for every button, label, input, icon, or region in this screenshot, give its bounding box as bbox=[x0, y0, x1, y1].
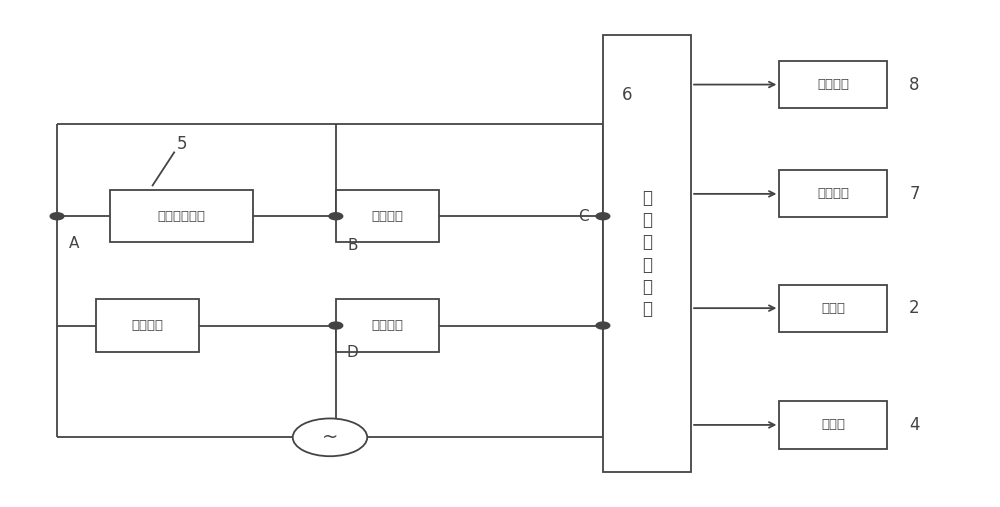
Text: 5: 5 bbox=[176, 135, 187, 153]
Text: D: D bbox=[347, 345, 358, 360]
Bar bbox=[779, 170, 887, 218]
Text: B: B bbox=[347, 238, 358, 252]
Circle shape bbox=[596, 322, 610, 329]
Text: 潜水泵: 潜水泵 bbox=[821, 302, 845, 315]
Text: 6: 6 bbox=[622, 86, 633, 103]
Bar bbox=[110, 190, 253, 242]
Circle shape bbox=[293, 418, 367, 456]
Text: 电磁阀: 电磁阀 bbox=[821, 418, 845, 431]
Circle shape bbox=[329, 322, 343, 329]
Text: 标准电阻: 标准电阻 bbox=[131, 319, 163, 332]
Text: 加热装置: 加热装置 bbox=[817, 78, 849, 91]
Text: 标准电阻: 标准电阻 bbox=[371, 319, 403, 332]
Bar bbox=[779, 284, 887, 332]
Text: ~: ~ bbox=[322, 428, 338, 447]
Text: 标准电阻: 标准电阻 bbox=[371, 210, 403, 223]
Text: C: C bbox=[578, 209, 589, 224]
Text: 4: 4 bbox=[909, 416, 920, 434]
Bar bbox=[336, 300, 439, 352]
Text: 冷却装置: 冷却装置 bbox=[817, 188, 849, 200]
Circle shape bbox=[329, 213, 343, 220]
Text: 电导率传感器: 电导率传感器 bbox=[158, 210, 206, 223]
Circle shape bbox=[596, 213, 610, 220]
Circle shape bbox=[50, 213, 64, 220]
Bar bbox=[779, 61, 887, 108]
Bar bbox=[779, 402, 887, 449]
Bar bbox=[336, 190, 439, 242]
Bar bbox=[96, 300, 199, 352]
Text: A: A bbox=[69, 236, 79, 251]
Text: 电
导
率
控
制
器: 电 导 率 控 制 器 bbox=[642, 189, 652, 318]
Text: 7: 7 bbox=[909, 185, 920, 203]
Bar bbox=[603, 35, 691, 472]
Text: 8: 8 bbox=[909, 76, 920, 94]
Text: 2: 2 bbox=[909, 299, 920, 317]
